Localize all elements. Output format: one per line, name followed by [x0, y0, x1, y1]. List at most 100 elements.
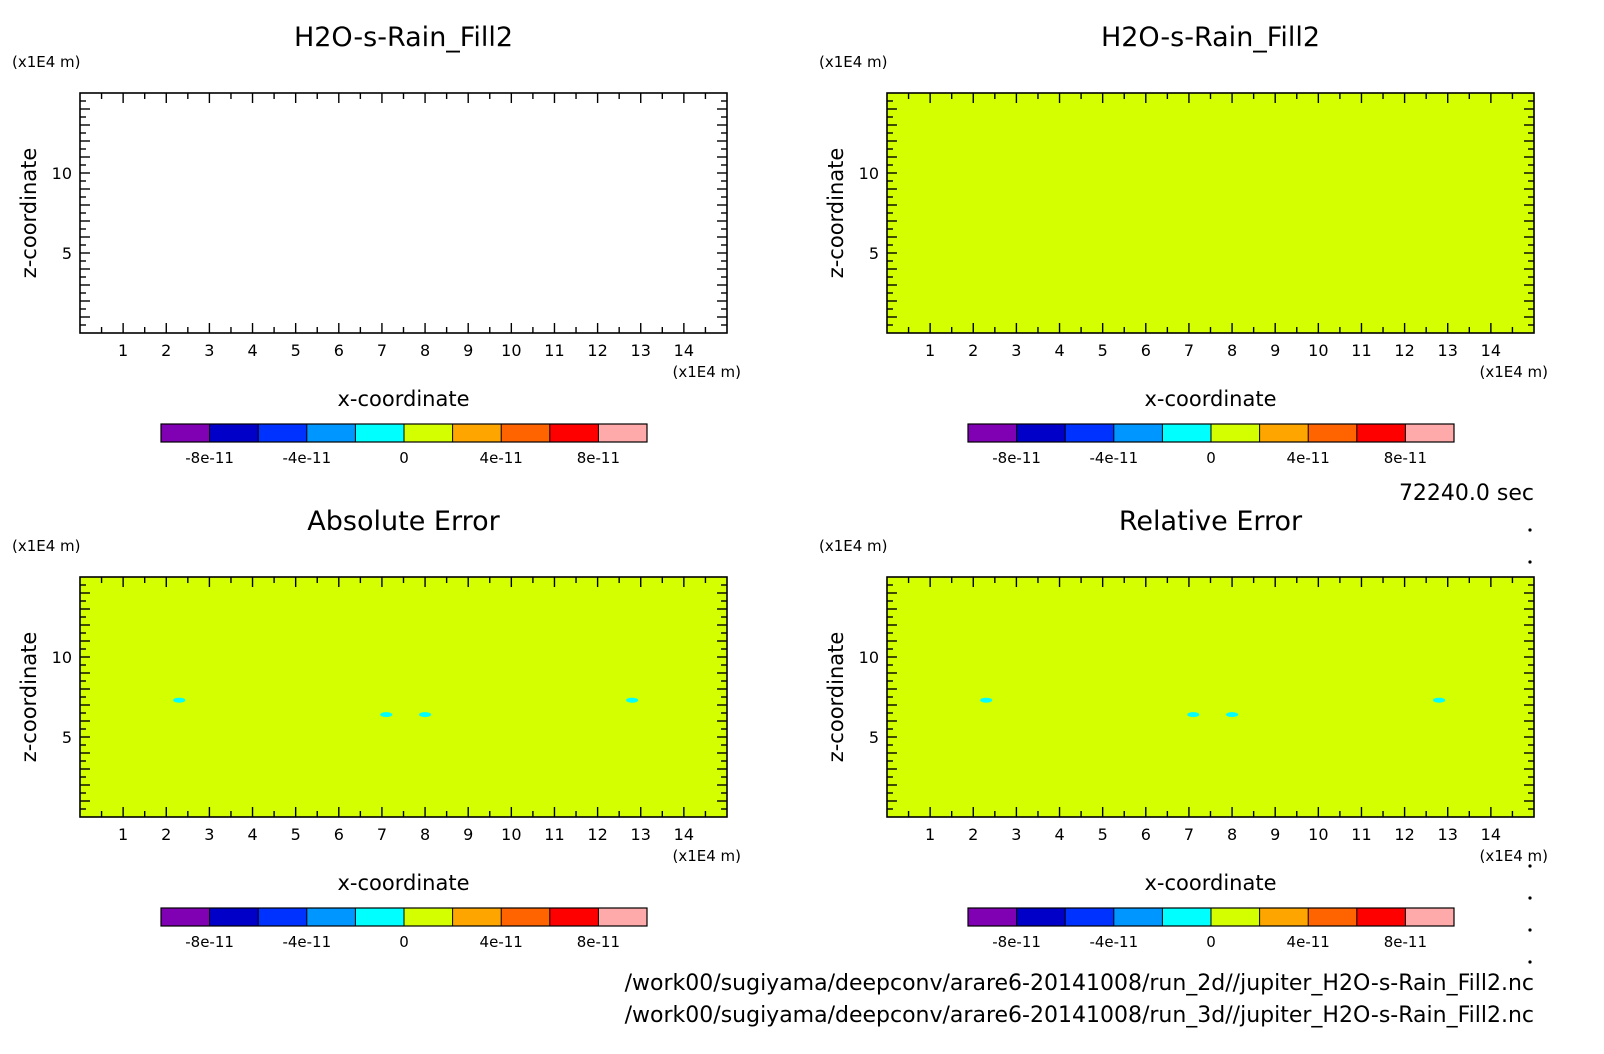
colorbar-swatch — [1113, 424, 1163, 442]
y-axis-label: z-coordinate — [824, 632, 848, 763]
colorbar-swatch — [968, 424, 1018, 442]
chart-title: H2O-s-Rain_Fill2 — [294, 22, 513, 53]
x-tick-label: 9 — [463, 341, 473, 360]
x-tick-label: 10 — [501, 341, 521, 360]
y-axis-label: z-coordinate — [17, 148, 41, 279]
y-tick-label: 10 — [859, 164, 879, 183]
colorbar-swatch — [452, 424, 502, 442]
y-tick-label: 5 — [62, 728, 72, 747]
x-tick-label: 10 — [1308, 341, 1328, 360]
x-tick-label: 5 — [1098, 341, 1108, 360]
y-unit-label: (x1E4 m) — [12, 537, 81, 555]
chart-title: Absolute Error — [307, 506, 500, 537]
x-tick-label: 8 — [1227, 825, 1237, 844]
colorbar-label: -8e-11 — [992, 449, 1041, 467]
y-tick-label: 10 — [52, 648, 72, 667]
x-tick-label: 3 — [1011, 341, 1021, 360]
x-tick-label: 11 — [544, 341, 564, 360]
colorbar-swatch — [1356, 424, 1406, 442]
colorbar-swatch — [404, 424, 454, 442]
x-tick-label: 11 — [1351, 825, 1371, 844]
colorbar-swatch — [258, 424, 308, 442]
colorbar-swatch — [1113, 908, 1163, 926]
colorbar-label: 0 — [1206, 449, 1216, 467]
colorbar-label: 0 — [1206, 933, 1216, 951]
colorbar-label: 8e-11 — [1384, 449, 1427, 467]
x-tick-label: 12 — [587, 341, 607, 360]
x-axis-label: x-coordinate — [337, 871, 469, 895]
x-tick-label: 9 — [1270, 341, 1280, 360]
colorbar-swatch — [452, 908, 502, 926]
x-tick-label: 14 — [1481, 825, 1501, 844]
colorbar-label: -4e-11 — [282, 933, 331, 951]
x-tick-label: 14 — [674, 825, 694, 844]
x-unit-label: (x1E4 m) — [672, 363, 741, 381]
colorbar-swatch — [598, 908, 648, 926]
x-tick-label: 12 — [1394, 341, 1414, 360]
x-tick-label: 9 — [463, 825, 473, 844]
field-fill — [887, 93, 1534, 333]
x-tick-label: 8 — [420, 341, 430, 360]
chart-title: Relative Error — [1119, 506, 1303, 537]
margin-dot — [1528, 928, 1532, 932]
x-tick-label: 13 — [1438, 825, 1458, 844]
colorbar-swatch — [1065, 908, 1115, 926]
colorbar-swatch — [355, 424, 405, 442]
panel-3: Absolute Error(x1E4 m)1 2 3 4 5 6 7 8 9 10 11 12 13 1… — [12, 506, 741, 951]
colorbar-swatch — [1308, 908, 1358, 926]
x-unit-label: (x1E4 m) — [672, 847, 741, 865]
x-axis-label: x-coordinate — [1144, 387, 1276, 411]
x-tick-label: 7 — [1184, 825, 1194, 844]
time-label: 72240.0 sec — [1399, 481, 1534, 506]
colorbar-swatch — [1211, 424, 1261, 442]
y-axis-label: z-coordinate — [824, 148, 848, 279]
margin-dot — [1528, 528, 1532, 532]
colorbar-swatch — [306, 908, 356, 926]
y-unit-label: (x1E4 m) — [12, 53, 81, 71]
colorbar-swatch — [161, 908, 211, 926]
y-tick-label: 5 — [869, 244, 879, 263]
anomaly-spot — [626, 697, 639, 703]
colorbar-label: 4e-11 — [1287, 449, 1330, 467]
colorbar-swatch — [1065, 424, 1115, 442]
x-unit-label: (x1E4 m) — [1479, 363, 1548, 381]
field-fill — [887, 577, 1534, 817]
x-axis-label: x-coordinate — [337, 387, 469, 411]
x-tick-label: 11 — [544, 825, 564, 844]
x-axis-label: x-coordinate — [1144, 871, 1276, 895]
footer-path-2: /work00/sugiyama/deepconv/arare6-2014100… — [625, 1003, 1534, 1028]
y-unit-label: (x1E4 m) — [819, 537, 888, 555]
colorbar-swatch — [501, 908, 551, 926]
x-tick-label: 5 — [1098, 825, 1108, 844]
colorbar-swatch — [1162, 424, 1212, 442]
colorbar-label: 8e-11 — [1384, 933, 1427, 951]
colorbar-swatch — [549, 908, 599, 926]
panel-4: Relative Error(x1E4 m)1 2 3 4 5 6 7 8 9 10 11 12 13 1… — [819, 506, 1548, 951]
colorbar-swatch — [209, 424, 259, 442]
x-tick-label: 10 — [501, 825, 521, 844]
x-tick-label: 7 — [377, 341, 387, 360]
colorbar-swatch — [161, 424, 211, 442]
colorbar-label: -4e-11 — [1089, 933, 1138, 951]
x-tick-label: 5 — [291, 825, 301, 844]
field-fill — [80, 577, 727, 817]
x-tick-label: 2 — [161, 341, 171, 360]
colorbar-swatch — [1356, 908, 1406, 926]
colorbar-label: 0 — [399, 449, 409, 467]
colorbar-swatch — [1016, 908, 1066, 926]
anomaly-spot — [380, 712, 393, 718]
colorbar-label: 0 — [399, 933, 409, 951]
x-tick-label: 11 — [1351, 341, 1371, 360]
colorbar-swatch — [1162, 908, 1212, 926]
colorbar-swatch — [306, 424, 356, 442]
colorbar-swatch — [598, 424, 648, 442]
colorbar-swatch — [549, 424, 599, 442]
colorbar-label: -4e-11 — [1089, 449, 1138, 467]
anomaly-spot — [1187, 712, 1200, 718]
colorbar-swatch — [1211, 908, 1261, 926]
plot-frame — [79, 92, 728, 334]
margin-dot — [1528, 864, 1532, 868]
x-unit-label: (x1E4 m) — [1479, 847, 1548, 865]
x-tick-label: 10 — [1308, 825, 1328, 844]
